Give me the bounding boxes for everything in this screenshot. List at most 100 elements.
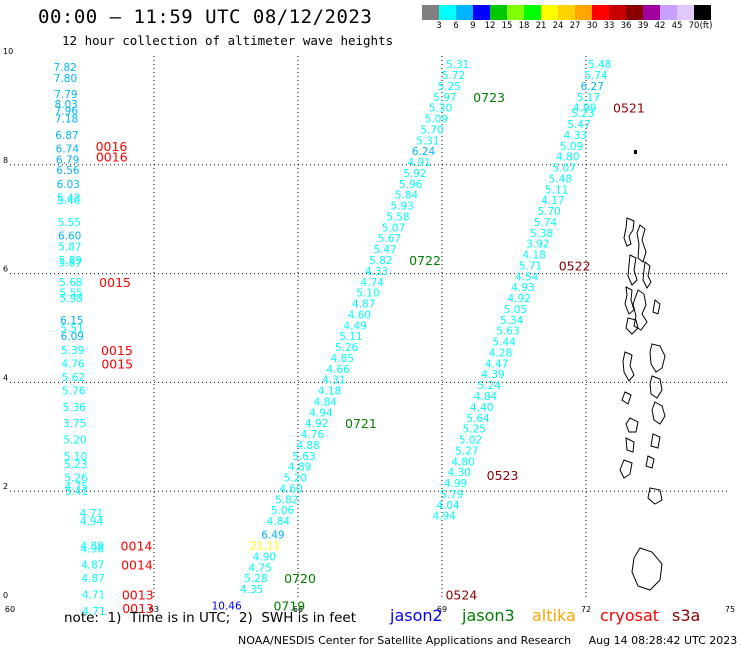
color-swatch (422, 5, 439, 20)
wave-height-color-scale: 3 6 9 12 15 18 21 24 27 30 33 36 39 42 45 70 (ft) (422, 5, 728, 33)
pass-time-label: 0015 (101, 343, 133, 358)
wave-height-value: 4.80 (556, 152, 579, 164)
wave-height-value: 4.71 (82, 606, 105, 618)
mission-legend-item: altika (532, 606, 576, 625)
color-scale-label: 70 (688, 21, 700, 31)
y-tick-label: 0 (3, 591, 8, 600)
wave-height-value: 5.31 (416, 135, 439, 147)
map-title: 00:00 – 11:59 UTC 08/12/2023 (38, 6, 373, 28)
wave-height-value: 6.03 (57, 179, 80, 191)
wave-height-value: 4.31 (322, 375, 345, 387)
wave-height-value: 4.33 (564, 130, 587, 142)
pass-time-label: 0723 (473, 90, 505, 105)
pass-time-label: 0522 (559, 258, 591, 273)
x-tick-label: 72 (581, 605, 591, 614)
wave-height-value: 3.92 (526, 239, 549, 251)
color-scale-label: 36 (620, 21, 632, 31)
y-tick-label: 10 (3, 47, 13, 56)
wave-height-value: 5.10 (356, 288, 379, 300)
wave-height-value: 7.82 (53, 62, 76, 74)
wave-height-value: 5.07 (552, 163, 575, 175)
island-outline (619, 459, 633, 479)
wave-height-value: 5.30 (429, 103, 452, 115)
color-scale-label: 15 (501, 21, 513, 31)
island-outline (632, 289, 648, 331)
wave-height-value: 6.60 (58, 231, 81, 243)
wave-height-value: 4.99 (573, 103, 596, 115)
island-outline (636, 224, 647, 263)
wave-height-value: 5.25 (463, 424, 486, 436)
color-swatch (694, 5, 711, 20)
wave-height-value: 6.27 (581, 81, 604, 93)
color-swatch (575, 5, 592, 20)
wave-height-value: 4.89 (81, 541, 104, 553)
wave-height-value: 4.87 (81, 573, 104, 585)
wave-height-value: 4.92 (507, 293, 530, 305)
island-outline (624, 286, 635, 315)
wave-height-value: 4.94 (433, 511, 457, 523)
wave-height-value: 5.48 (549, 173, 572, 185)
wave-height-value: 7.18 (55, 114, 78, 126)
wave-height-value: 5.70 (420, 124, 443, 136)
wave-height-value: 5.11 (339, 331, 362, 343)
wave-height-value: 5.72 (442, 70, 465, 82)
color-swatch (456, 5, 473, 20)
color-swatch (660, 5, 677, 20)
color-scale-label: 30 (586, 21, 598, 31)
footer-credit: NOAA/NESDIS Center for Satellite Applica… (238, 634, 738, 647)
wave-height-value: 4.87 (81, 560, 104, 572)
pass-time-label: 0013 (122, 588, 154, 603)
wave-height-value: 5.39 (61, 345, 84, 357)
wave-height-value: 5.47 (373, 244, 396, 256)
wave-height-value: 5.26 (335, 342, 359, 354)
wave-height-value: 5.47 (567, 119, 590, 131)
pass-time-label: 0014 (121, 539, 153, 554)
color-scale-label: 33 (603, 21, 615, 31)
wave-height-value: 5.44 (493, 337, 517, 349)
wave-height-value: 5.38 (530, 228, 553, 240)
wave-height-value: 5.82 (275, 494, 298, 506)
color-scale-label: 39 (637, 21, 649, 31)
wave-height-value: 4.89 (288, 462, 311, 474)
wave-height-value: 5.27 (455, 445, 478, 457)
wave-height-value: 10.46 (212, 600, 242, 612)
color-scale-label: 9 (470, 21, 476, 31)
y-tick-label: 2 (3, 482, 8, 491)
color-scale-label: 45 (671, 21, 683, 31)
x-tick-label: 63 (149, 605, 159, 614)
pass-time-label: 0015 (99, 275, 131, 290)
wave-height-value: 5.70 (537, 206, 560, 218)
wave-height-value: 4.33 (365, 266, 388, 278)
island-outline (651, 401, 666, 425)
color-swatch (524, 5, 541, 20)
wave-height-value: 4.94 (80, 516, 104, 528)
wave-height-value: 5.87 (58, 241, 81, 253)
wave-height-value: 4.18 (318, 386, 341, 398)
island-outline (649, 375, 663, 399)
pass-time-label: 0015 (101, 356, 133, 371)
island-outline (622, 351, 635, 382)
wave-height-value: 4.04 (436, 500, 460, 512)
wave-height-value: 5.87 (59, 258, 82, 270)
wave-height-value: 4.30 (448, 467, 471, 479)
pass-time-label: 0720 (284, 571, 316, 586)
wave-height-value: 4.84 (314, 396, 338, 408)
wave-height-value: 4.60 (279, 483, 302, 495)
wave-height-value: 5.25 (437, 81, 460, 93)
wave-height-value: 4.71 (82, 590, 105, 602)
x-tick-label: 60 (5, 605, 15, 614)
pass-time-label: 0721 (345, 416, 377, 431)
color-scale-label: 6 (453, 21, 459, 31)
wave-height-value: 4.92 (305, 418, 328, 430)
wave-height-value: 5.41 (65, 486, 88, 498)
color-swatch (507, 5, 524, 20)
wave-height-value: 6.09 (61, 331, 84, 343)
wave-height-value: 5.71 (519, 260, 542, 272)
island-outline (623, 217, 635, 247)
wave-height-value: 4.85 (331, 353, 354, 365)
wave-height-value: 6.74 (56, 143, 80, 155)
wave-height-value: 6.79 (56, 154, 79, 166)
wave-height-value: 5.63 (292, 451, 315, 463)
island-outline (650, 433, 661, 449)
color-scale-label: 27 (569, 21, 581, 31)
